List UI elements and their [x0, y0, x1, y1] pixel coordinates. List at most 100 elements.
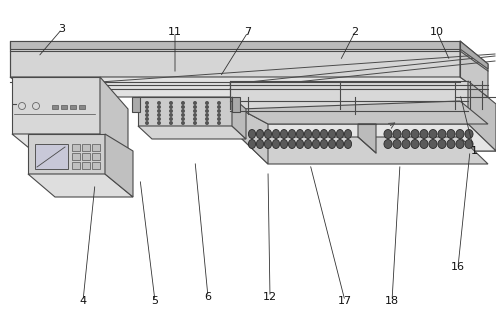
Text: 2: 2	[352, 27, 359, 37]
Ellipse shape	[256, 139, 263, 149]
Ellipse shape	[328, 139, 336, 149]
Ellipse shape	[411, 139, 419, 149]
Polygon shape	[12, 134, 128, 157]
Circle shape	[145, 101, 149, 105]
Bar	[79, 105, 85, 109]
Circle shape	[145, 105, 149, 109]
Ellipse shape	[411, 130, 419, 138]
Polygon shape	[72, 144, 80, 151]
Circle shape	[145, 121, 149, 125]
Polygon shape	[92, 162, 100, 169]
Text: 12: 12	[263, 292, 277, 302]
Polygon shape	[72, 162, 80, 169]
Polygon shape	[460, 41, 488, 97]
Polygon shape	[72, 153, 80, 160]
Circle shape	[157, 101, 161, 105]
Polygon shape	[92, 144, 100, 151]
Text: 3: 3	[59, 24, 65, 34]
Circle shape	[169, 105, 173, 109]
Circle shape	[181, 101, 185, 105]
Polygon shape	[132, 97, 140, 112]
Text: 16: 16	[451, 262, 465, 272]
Ellipse shape	[336, 139, 344, 149]
Ellipse shape	[320, 130, 327, 138]
Polygon shape	[230, 81, 468, 124]
Text: 5: 5	[151, 296, 159, 306]
Bar	[52, 105, 58, 109]
Polygon shape	[240, 109, 268, 164]
Polygon shape	[92, 153, 100, 160]
Ellipse shape	[420, 139, 428, 149]
Polygon shape	[460, 41, 488, 69]
Circle shape	[169, 117, 173, 121]
Circle shape	[157, 121, 161, 125]
Circle shape	[193, 109, 197, 113]
Circle shape	[181, 117, 185, 121]
Circle shape	[193, 117, 197, 121]
Polygon shape	[240, 101, 488, 124]
Polygon shape	[82, 162, 90, 169]
Ellipse shape	[344, 139, 352, 149]
Polygon shape	[28, 134, 105, 174]
Text: 11: 11	[168, 27, 182, 37]
Polygon shape	[105, 134, 133, 197]
Circle shape	[169, 121, 173, 125]
Ellipse shape	[280, 139, 288, 149]
Circle shape	[145, 117, 149, 121]
Polygon shape	[230, 124, 496, 151]
Ellipse shape	[438, 139, 446, 149]
Polygon shape	[10, 41, 460, 77]
Ellipse shape	[288, 130, 296, 138]
Ellipse shape	[384, 139, 392, 149]
Text: 6: 6	[204, 292, 211, 302]
Polygon shape	[12, 77, 100, 134]
Circle shape	[205, 117, 209, 121]
Circle shape	[193, 105, 197, 109]
Circle shape	[217, 109, 221, 113]
Circle shape	[205, 105, 209, 109]
Circle shape	[205, 113, 209, 117]
Ellipse shape	[248, 139, 255, 149]
Ellipse shape	[429, 130, 437, 138]
Polygon shape	[100, 77, 128, 157]
Circle shape	[193, 101, 197, 105]
Circle shape	[193, 121, 197, 125]
Text: 18: 18	[385, 296, 399, 306]
Ellipse shape	[272, 139, 280, 149]
Ellipse shape	[447, 139, 455, 149]
Polygon shape	[10, 77, 488, 97]
Circle shape	[205, 109, 209, 113]
Ellipse shape	[248, 130, 255, 138]
Ellipse shape	[336, 130, 344, 138]
Ellipse shape	[393, 139, 401, 149]
Ellipse shape	[305, 139, 311, 149]
Polygon shape	[232, 97, 240, 112]
Bar	[70, 105, 76, 109]
Ellipse shape	[264, 139, 272, 149]
Ellipse shape	[465, 139, 473, 149]
Ellipse shape	[312, 139, 319, 149]
Polygon shape	[358, 124, 376, 153]
Ellipse shape	[402, 130, 410, 138]
Polygon shape	[230, 124, 496, 151]
Circle shape	[169, 109, 173, 113]
Ellipse shape	[272, 130, 280, 138]
Ellipse shape	[288, 139, 296, 149]
Ellipse shape	[312, 130, 319, 138]
Circle shape	[169, 101, 173, 105]
Bar	[61, 105, 67, 109]
Ellipse shape	[393, 130, 401, 138]
Circle shape	[145, 109, 149, 113]
Polygon shape	[240, 137, 488, 164]
Ellipse shape	[447, 130, 455, 138]
Text: 1: 1	[471, 146, 478, 156]
Circle shape	[205, 121, 209, 125]
Circle shape	[217, 101, 221, 105]
Circle shape	[217, 117, 221, 121]
Ellipse shape	[320, 139, 327, 149]
Circle shape	[205, 101, 209, 105]
Text: 10: 10	[430, 27, 444, 37]
Ellipse shape	[297, 139, 304, 149]
Ellipse shape	[420, 130, 428, 138]
Polygon shape	[28, 174, 133, 197]
